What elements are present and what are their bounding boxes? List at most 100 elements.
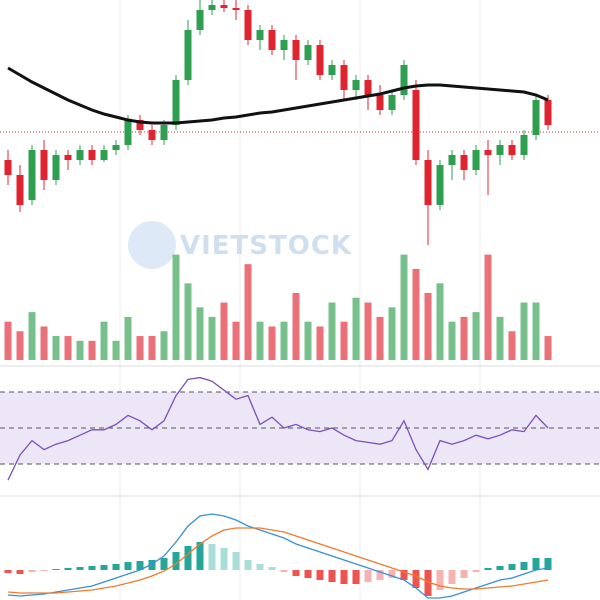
volume-bar [244,264,252,360]
macd-histogram-bar [196,542,204,570]
volume-bar [16,331,24,360]
candle-body [376,95,384,110]
candle-body [544,100,552,125]
volume-bar [484,254,492,360]
volume-bar [112,340,120,360]
volume-bar [364,302,372,360]
macd-histogram-bar [100,565,108,570]
volume-bar [532,302,540,360]
candle-body [352,80,360,90]
volume-bar [76,340,84,360]
candle-body [424,160,432,205]
macd-histogram-bar [484,568,492,570]
macd-histogram-bar [532,558,540,570]
moving-average [7,66,549,125]
watermark-logo [128,221,176,269]
macd-histogram-bar [352,570,360,584]
volume-bar [280,321,288,360]
candle-body [484,150,492,155]
candle-body [136,120,144,130]
volume-bar [520,302,528,360]
volume-bar [52,336,60,360]
macd-histogram-bar [220,548,228,570]
candle-body [448,155,456,165]
macd-histogram-bar [424,570,432,596]
macd-histogram-bar [280,570,288,572]
macd-histogram-bar [292,570,300,576]
volume-bar [268,326,276,360]
volume-bar [496,316,504,360]
volume-bar [328,302,336,360]
macd-histogram-bar [28,570,36,572]
signal-line [7,527,549,594]
macd-histogram-bar [88,566,96,570]
macd-histogram-bar [436,570,444,590]
volume-bar [28,312,36,360]
candle-body [172,80,180,125]
volume-bar [340,321,348,360]
volume-bar [100,321,108,360]
candle-body [4,160,12,175]
volume-bar [148,336,156,360]
candle-body [520,135,528,155]
macd-histogram-bar [340,570,348,584]
macd-histogram-bar [112,564,120,570]
macd-histogram-bar [136,561,144,570]
volume-bar [460,316,468,360]
candle-body [112,145,120,150]
candle-body [316,45,324,75]
watermark: VIETSTOCK [180,231,352,261]
macd-histogram-bar [328,570,336,582]
volume-bar [448,321,456,360]
macd-histogram-bar [160,558,168,570]
macd-histogram-bar [376,570,384,580]
volume-bar [436,283,444,360]
candle-body [160,125,168,140]
candle-body [328,65,336,75]
volume-bar [472,312,480,360]
volume-bar [376,316,384,360]
grid [119,0,481,600]
macd-histogram-bar [64,568,72,570]
macd-histogram-bar [544,558,552,570]
candle-body [388,95,396,110]
volume-bar [256,321,264,360]
volume-bar [388,307,396,360]
candle-body [196,10,204,30]
macd-histogram-bar [52,569,60,570]
volume-bar [88,340,96,360]
candle-body [88,150,96,160]
volume-bar [172,254,180,360]
candle-body [52,155,60,180]
candle-body [40,150,48,180]
volume-bar [196,307,204,360]
volume-bar [124,316,132,360]
candle-body [220,5,228,8]
volume-bar [208,316,216,360]
volume-bar [4,321,12,360]
candle-body [472,150,480,170]
macd-histogram-bar [256,564,264,570]
macd-histogram-bar [16,570,24,574]
volume-bar [184,283,192,360]
candle-body [436,165,444,205]
macd-histogram-bar [304,570,312,578]
candle-body [268,30,276,50]
candle-body [16,175,24,205]
volume-bar [304,321,312,360]
macd-histogram-bar [412,570,420,588]
candle-body [460,155,468,170]
macd-histogram-bar [460,570,468,578]
volume-bar [508,331,516,360]
candle-body [280,40,288,50]
candle-body [76,150,84,160]
candle-body [364,80,372,95]
macd-histogram-bar [496,566,504,570]
volume-bar [232,321,240,360]
candle-body [28,150,36,200]
macd-histogram-bar [4,570,12,573]
candle-body [232,8,240,10]
candle-body [532,100,540,135]
candle-body [292,40,300,60]
candle-body [340,65,348,90]
